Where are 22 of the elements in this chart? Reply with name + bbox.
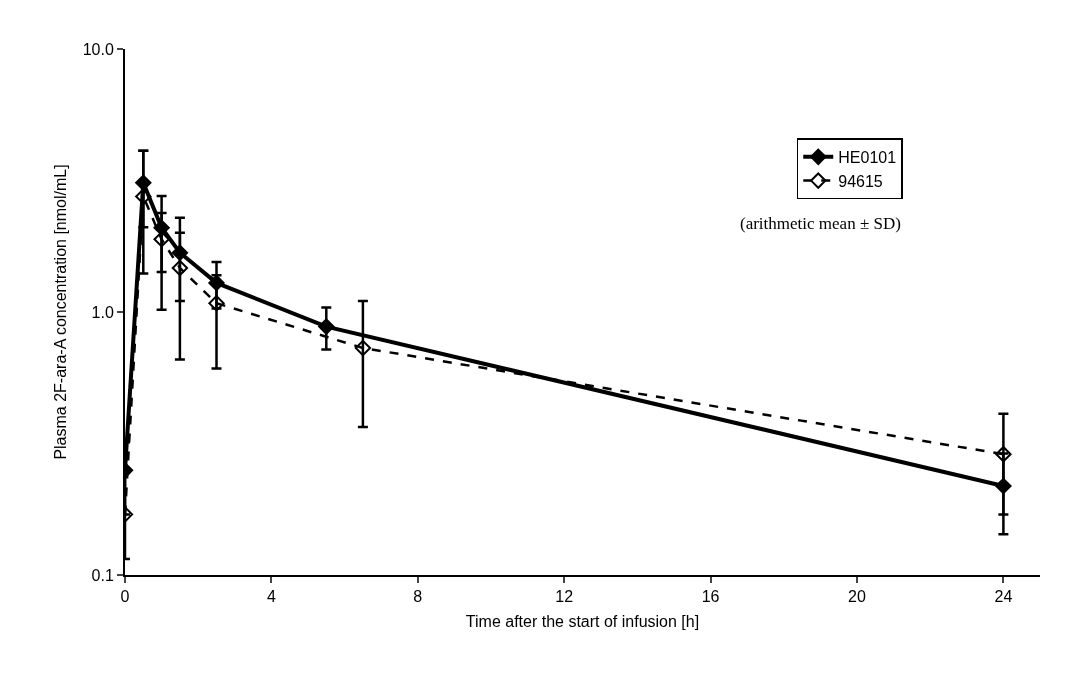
- x-tick-label: 8: [413, 588, 423, 606]
- x-tick-label: 20: [848, 588, 866, 606]
- x-tick-label: 24: [994, 588, 1013, 606]
- x-tick-label: 16: [701, 588, 720, 606]
- point: [135, 188, 152, 205]
- legend-label: 94615: [838, 172, 883, 190]
- x-tick-label: 4: [266, 588, 276, 606]
- x-tick-label: 0: [120, 588, 130, 606]
- point: [153, 231, 170, 248]
- legend-label: HE0101: [838, 149, 897, 167]
- point: [995, 446, 1012, 463]
- y-tick-label: 0.1: [91, 566, 114, 584]
- y-axis-title: Plasma 2F-ara-A concentration [nmol/mL]: [52, 164, 70, 460]
- point: [208, 295, 225, 312]
- point: [354, 339, 372, 357]
- point: [318, 318, 335, 335]
- y-tick-label: 1.0: [91, 303, 114, 321]
- x-tick-label: 12: [555, 588, 574, 606]
- x-axis-title: Time after the start of infusion [h]: [465, 613, 700, 631]
- point: [171, 259, 189, 277]
- annotation: (arithmetic mean ± SD): [740, 214, 901, 233]
- y-tick-label: 10.0: [82, 40, 114, 58]
